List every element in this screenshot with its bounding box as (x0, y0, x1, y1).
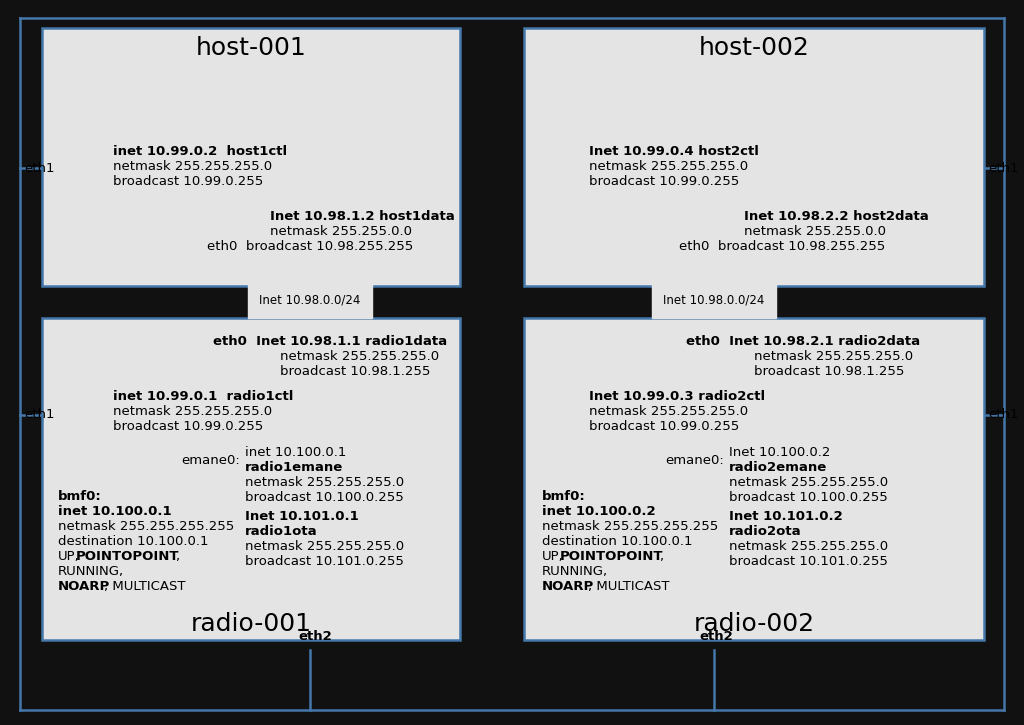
Text: netmask 255.255.255.0: netmask 255.255.255.0 (280, 350, 439, 363)
Text: RUNNING,: RUNNING, (58, 565, 124, 578)
Text: Inet 10.98.1.2 host1data: Inet 10.98.1.2 host1data (270, 210, 455, 223)
Text: Inet 10.101.0.2: Inet 10.101.0.2 (729, 510, 843, 523)
Text: inet 10.100.0.1: inet 10.100.0.1 (245, 446, 346, 459)
Text: Inet 10.101.0.1: Inet 10.101.0.1 (245, 510, 358, 523)
Text: broadcast 10.100.0.255: broadcast 10.100.0.255 (729, 491, 888, 504)
Text: netmask 255.255.255.0: netmask 255.255.255.0 (589, 160, 749, 173)
Text: netmask 255.255.255.0: netmask 255.255.255.0 (113, 160, 272, 173)
Text: host-002: host-002 (698, 36, 809, 60)
Text: host-001: host-001 (196, 36, 306, 60)
Text: radio2ota: radio2ota (729, 525, 802, 538)
Text: eth1: eth1 (988, 408, 1019, 421)
Text: eth2: eth2 (298, 630, 332, 643)
Text: eth1: eth1 (24, 408, 54, 421)
Text: UP,: UP, (542, 550, 564, 563)
Text: , MULTICAST: , MULTICAST (104, 580, 185, 593)
Text: destination 10.100.0.1: destination 10.100.0.1 (58, 535, 209, 548)
Text: netmask 255.255.255.0: netmask 255.255.255.0 (113, 405, 272, 418)
Text: POINTOPOINT: POINTOPOINT (76, 550, 179, 563)
Text: Inet 10.99.0.4 host2ctl: Inet 10.99.0.4 host2ctl (589, 145, 759, 158)
Text: eth1: eth1 (988, 162, 1019, 175)
Text: bmf0:: bmf0: (58, 490, 101, 503)
Text: netmask 255.255.0.0: netmask 255.255.0.0 (270, 225, 412, 238)
Text: ,: , (175, 550, 179, 563)
Text: netmask 255.255.255.0: netmask 255.255.255.0 (729, 476, 888, 489)
Text: Inet 10.98.2.2 host2data: Inet 10.98.2.2 host2data (744, 210, 929, 223)
Text: NOARP: NOARP (542, 580, 594, 593)
Text: broadcast 10.101.0.255: broadcast 10.101.0.255 (729, 555, 888, 568)
Text: radio-001: radio-001 (190, 612, 311, 636)
Text: eth0  Inet 10.98.2.1 radio2data: eth0 Inet 10.98.2.1 radio2data (686, 335, 921, 348)
Text: Inet 10.98.0.0/24: Inet 10.98.0.0/24 (664, 294, 765, 307)
Text: destination 10.100.0.1: destination 10.100.0.1 (542, 535, 692, 548)
FancyBboxPatch shape (42, 28, 460, 286)
Text: eth0  Inet 10.98.1.1 radio1data: eth0 Inet 10.98.1.1 radio1data (213, 335, 447, 348)
Text: netmask 255.255.255.0: netmask 255.255.255.0 (754, 350, 913, 363)
Text: UP,: UP, (58, 550, 80, 563)
Text: eth2: eth2 (699, 630, 733, 643)
Text: broadcast 10.101.0.255: broadcast 10.101.0.255 (245, 555, 403, 568)
Text: inet 10.99.0.2  host1ctl: inet 10.99.0.2 host1ctl (113, 145, 287, 158)
Text: NOARP: NOARP (58, 580, 111, 593)
Text: eth0  broadcast 10.98.255.255: eth0 broadcast 10.98.255.255 (679, 240, 886, 253)
Text: broadcast 10.99.0.255: broadcast 10.99.0.255 (589, 175, 739, 188)
Text: radio2emane: radio2emane (729, 461, 827, 474)
Text: RUNNING,: RUNNING, (542, 565, 608, 578)
Text: eth1: eth1 (24, 162, 54, 175)
Text: broadcast 10.98.1.255: broadcast 10.98.1.255 (280, 365, 430, 378)
Text: netmask 255.255.255.255: netmask 255.255.255.255 (58, 520, 234, 533)
Text: netmask 255.255.255.255: netmask 255.255.255.255 (542, 520, 718, 533)
FancyBboxPatch shape (524, 28, 984, 286)
Text: netmask 255.255.0.0: netmask 255.255.0.0 (744, 225, 886, 238)
Text: inet 10.100.0.1: inet 10.100.0.1 (58, 505, 172, 518)
Text: radio1ota: radio1ota (245, 525, 317, 538)
Text: eth0  broadcast 10.98.255.255: eth0 broadcast 10.98.255.255 (207, 240, 414, 253)
Text: broadcast 10.99.0.255: broadcast 10.99.0.255 (589, 420, 739, 433)
Text: Inet 10.100.0.2: Inet 10.100.0.2 (729, 446, 830, 459)
Text: emane0:: emane0: (666, 454, 724, 467)
FancyBboxPatch shape (42, 318, 460, 640)
Text: Inet 10.99.0.3 radio2ctl: Inet 10.99.0.3 radio2ctl (589, 390, 765, 403)
Text: inet 10.100.0.2: inet 10.100.0.2 (542, 505, 655, 518)
Text: netmask 255.255.255.0: netmask 255.255.255.0 (245, 540, 404, 553)
Text: ,: , (659, 550, 664, 563)
Text: emane0:: emane0: (181, 454, 240, 467)
FancyBboxPatch shape (524, 318, 984, 640)
Text: radio-002: radio-002 (693, 612, 814, 636)
Text: broadcast 10.99.0.255: broadcast 10.99.0.255 (113, 175, 263, 188)
Text: netmask 255.255.255.0: netmask 255.255.255.0 (729, 540, 888, 553)
Text: broadcast 10.98.1.255: broadcast 10.98.1.255 (754, 365, 904, 378)
Text: netmask 255.255.255.0: netmask 255.255.255.0 (245, 476, 404, 489)
Text: inet 10.99.0.1  radio1ctl: inet 10.99.0.1 radio1ctl (113, 390, 293, 403)
Text: POINTOPOINT: POINTOPOINT (560, 550, 664, 563)
Text: broadcast 10.99.0.255: broadcast 10.99.0.255 (113, 420, 263, 433)
Text: , MULTICAST: , MULTICAST (588, 580, 670, 593)
Text: radio1emane: radio1emane (245, 461, 343, 474)
Text: bmf0:: bmf0: (542, 490, 586, 503)
Text: netmask 255.255.255.0: netmask 255.255.255.0 (589, 405, 749, 418)
Text: broadcast 10.100.0.255: broadcast 10.100.0.255 (245, 491, 403, 504)
Text: Inet 10.98.0.0/24: Inet 10.98.0.0/24 (259, 294, 360, 307)
